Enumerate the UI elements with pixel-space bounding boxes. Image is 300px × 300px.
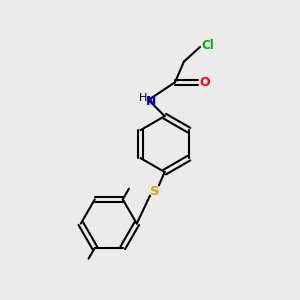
Text: O: O (199, 76, 210, 89)
Text: S: S (150, 185, 159, 198)
Text: Cl: Cl (201, 39, 214, 52)
Text: H: H (139, 93, 147, 103)
Text: N: N (146, 94, 157, 108)
